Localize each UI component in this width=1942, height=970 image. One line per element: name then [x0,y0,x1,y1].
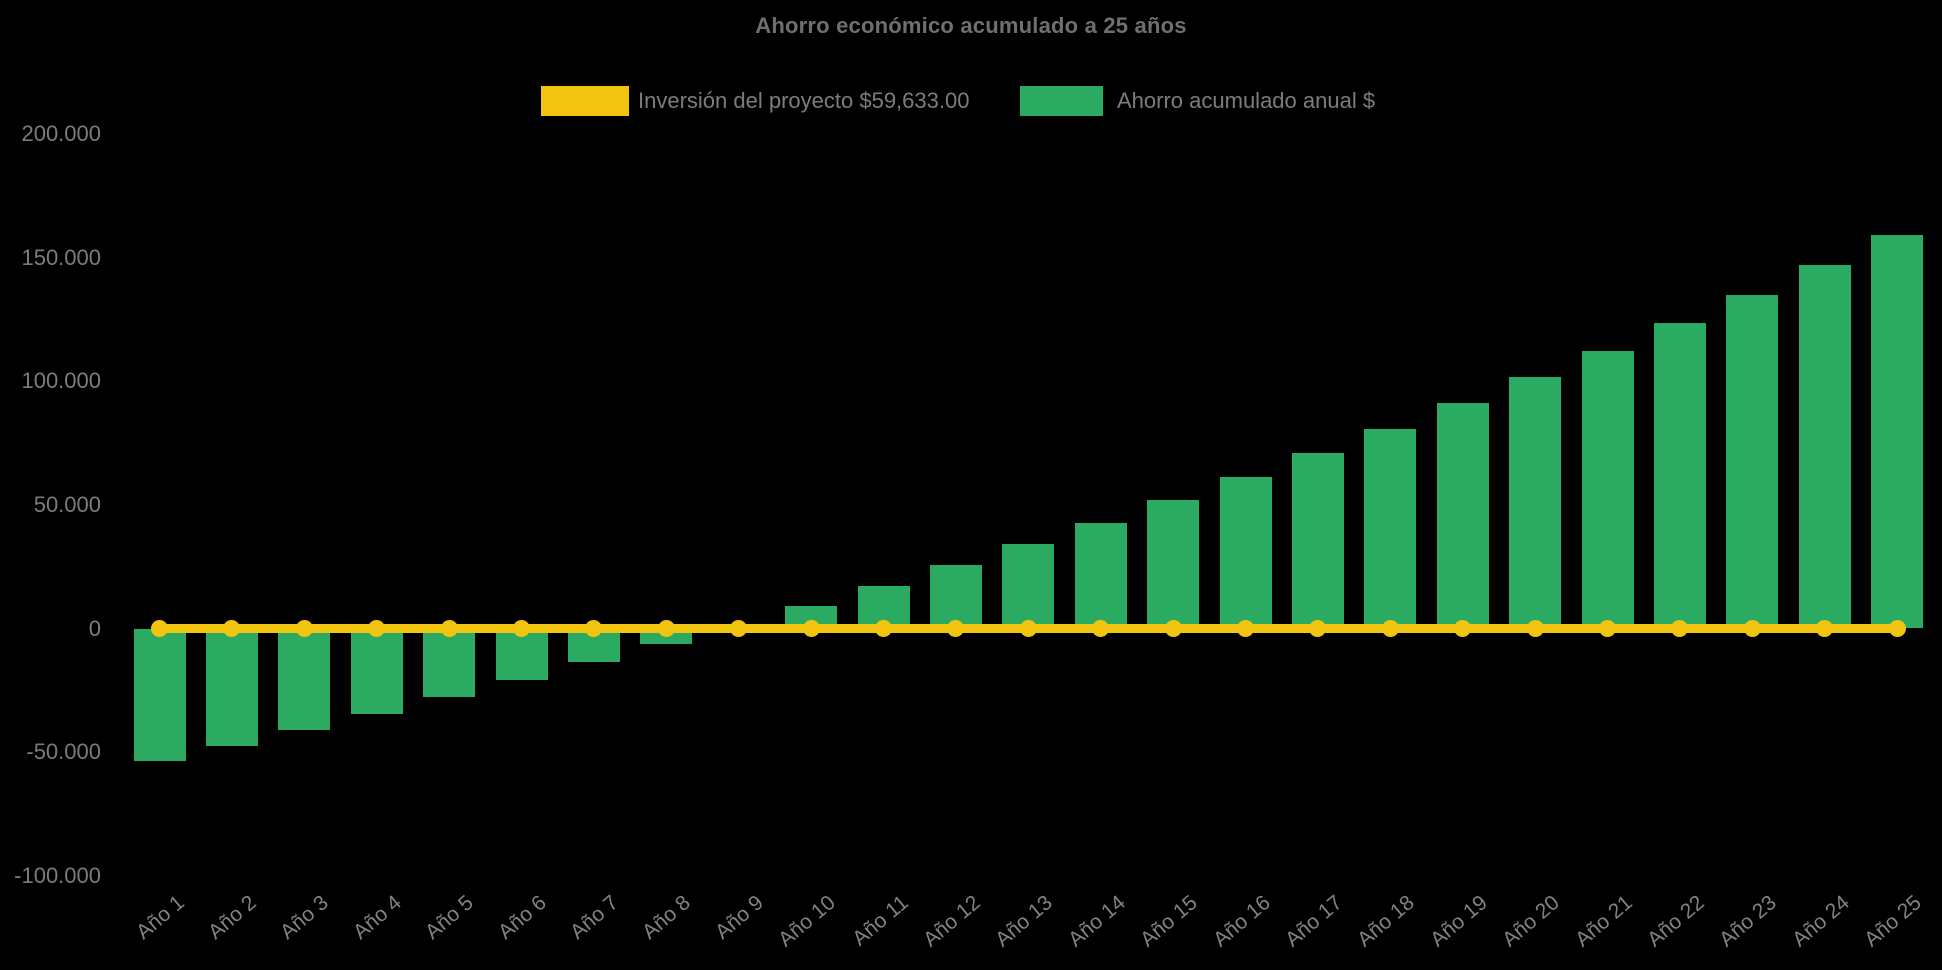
investment-line-marker-ano-2[interactable] [223,620,241,637]
investment-line-marker-ano-6[interactable] [513,620,530,637]
investment-line-marker-ano-17[interactable] [1309,620,1327,637]
y-axis-tick-0: 0 [88,615,101,641]
bar-ano-21[interactable] [1581,350,1634,629]
bar-ano-20[interactable] [1509,377,1562,629]
bar-ano-19[interactable] [1436,403,1489,629]
investment-line-marker-ano-19[interactable] [1454,620,1472,637]
investment-line-marker-ano-16[interactable] [1237,620,1254,637]
bar-ano-22[interactable] [1653,323,1706,629]
investment-line-marker-ano-23[interactable] [1743,620,1761,637]
investment-line-marker-ano-13[interactable] [1019,620,1037,637]
y-axis-tick-50000: 50.000 [33,491,101,517]
investment-line-marker-ano-7[interactable] [585,620,603,637]
y-axis-tick-150000: 150.000 [21,244,101,270]
bar-ano-5[interactable] [423,628,476,698]
y-axis-tick--50000: -50.000 [26,739,101,765]
legend-swatch-investment-icon [541,86,629,116]
y-axis-tick-100000: 100.000 [21,368,101,394]
investment-line-marker-ano-5[interactable] [440,620,458,637]
bar-ano-3[interactable] [278,628,331,731]
y-axis-tick-200000: 200.000 [21,121,101,147]
investment-line-marker-ano-18[interactable] [1381,620,1399,637]
legend-label-investment: Inversión del proyecto $59,633.00 [638,88,970,113]
bar-ano-14[interactable] [1074,522,1127,629]
bar-ano-13[interactable] [1002,544,1055,629]
bar-ano-25[interactable] [1871,235,1924,629]
x-axis-label-ano-1: Año 1 [131,891,189,944]
bar-ano-15[interactable] [1147,500,1200,629]
investment-line-marker-ano-12[interactable] [947,620,965,637]
investment-line-marker-ano-24[interactable] [1816,620,1834,637]
investment-line-marker-ano-11[interactable] [875,620,892,637]
investment-line-marker-ano-25[interactable] [1888,620,1906,637]
bar-ano-24[interactable] [1798,265,1851,629]
bar-ano-10[interactable] [785,605,838,629]
investment-line-marker-ano-3[interactable] [295,620,313,637]
investment-line-marker-ano-10[interactable] [802,620,820,637]
chart-title: Ahorro económico acumulado a 25 años [755,13,1187,38]
bar-ano-17[interactable] [1291,453,1344,629]
bar-ano-4[interactable] [350,628,403,714]
investment-line-marker-ano-1[interactable] [151,620,168,637]
bar-ano-12[interactable] [929,565,982,629]
investment-line-marker-ano-14[interactable] [1092,620,1110,637]
investment-line-marker-ano-15[interactable] [1164,620,1182,637]
y-axis-tick--100000: -100.000 [14,862,101,888]
investment-line-marker-ano-8[interactable] [657,620,675,637]
bar-ano-6[interactable] [495,628,548,680]
legend-label-savings: Ahorro acumulado anual $ [1117,88,1376,113]
bar-ano-23[interactable] [1726,294,1779,629]
legend-swatch-savings-icon [1020,86,1103,116]
investment-line-marker-ano-4[interactable] [368,620,386,637]
bar-ano-16[interactable] [1219,476,1272,629]
investment-line-marker-ano-22[interactable] [1671,620,1689,637]
bar-ano-18[interactable] [1364,428,1417,629]
investment-line-marker-ano-9[interactable] [730,620,748,637]
investment-line-marker-ano-20[interactable] [1526,620,1544,637]
investment-line-marker-ano-21[interactable] [1599,620,1616,637]
bar-ano-1[interactable] [133,628,186,762]
bar-ano-2[interactable] [205,628,258,746]
